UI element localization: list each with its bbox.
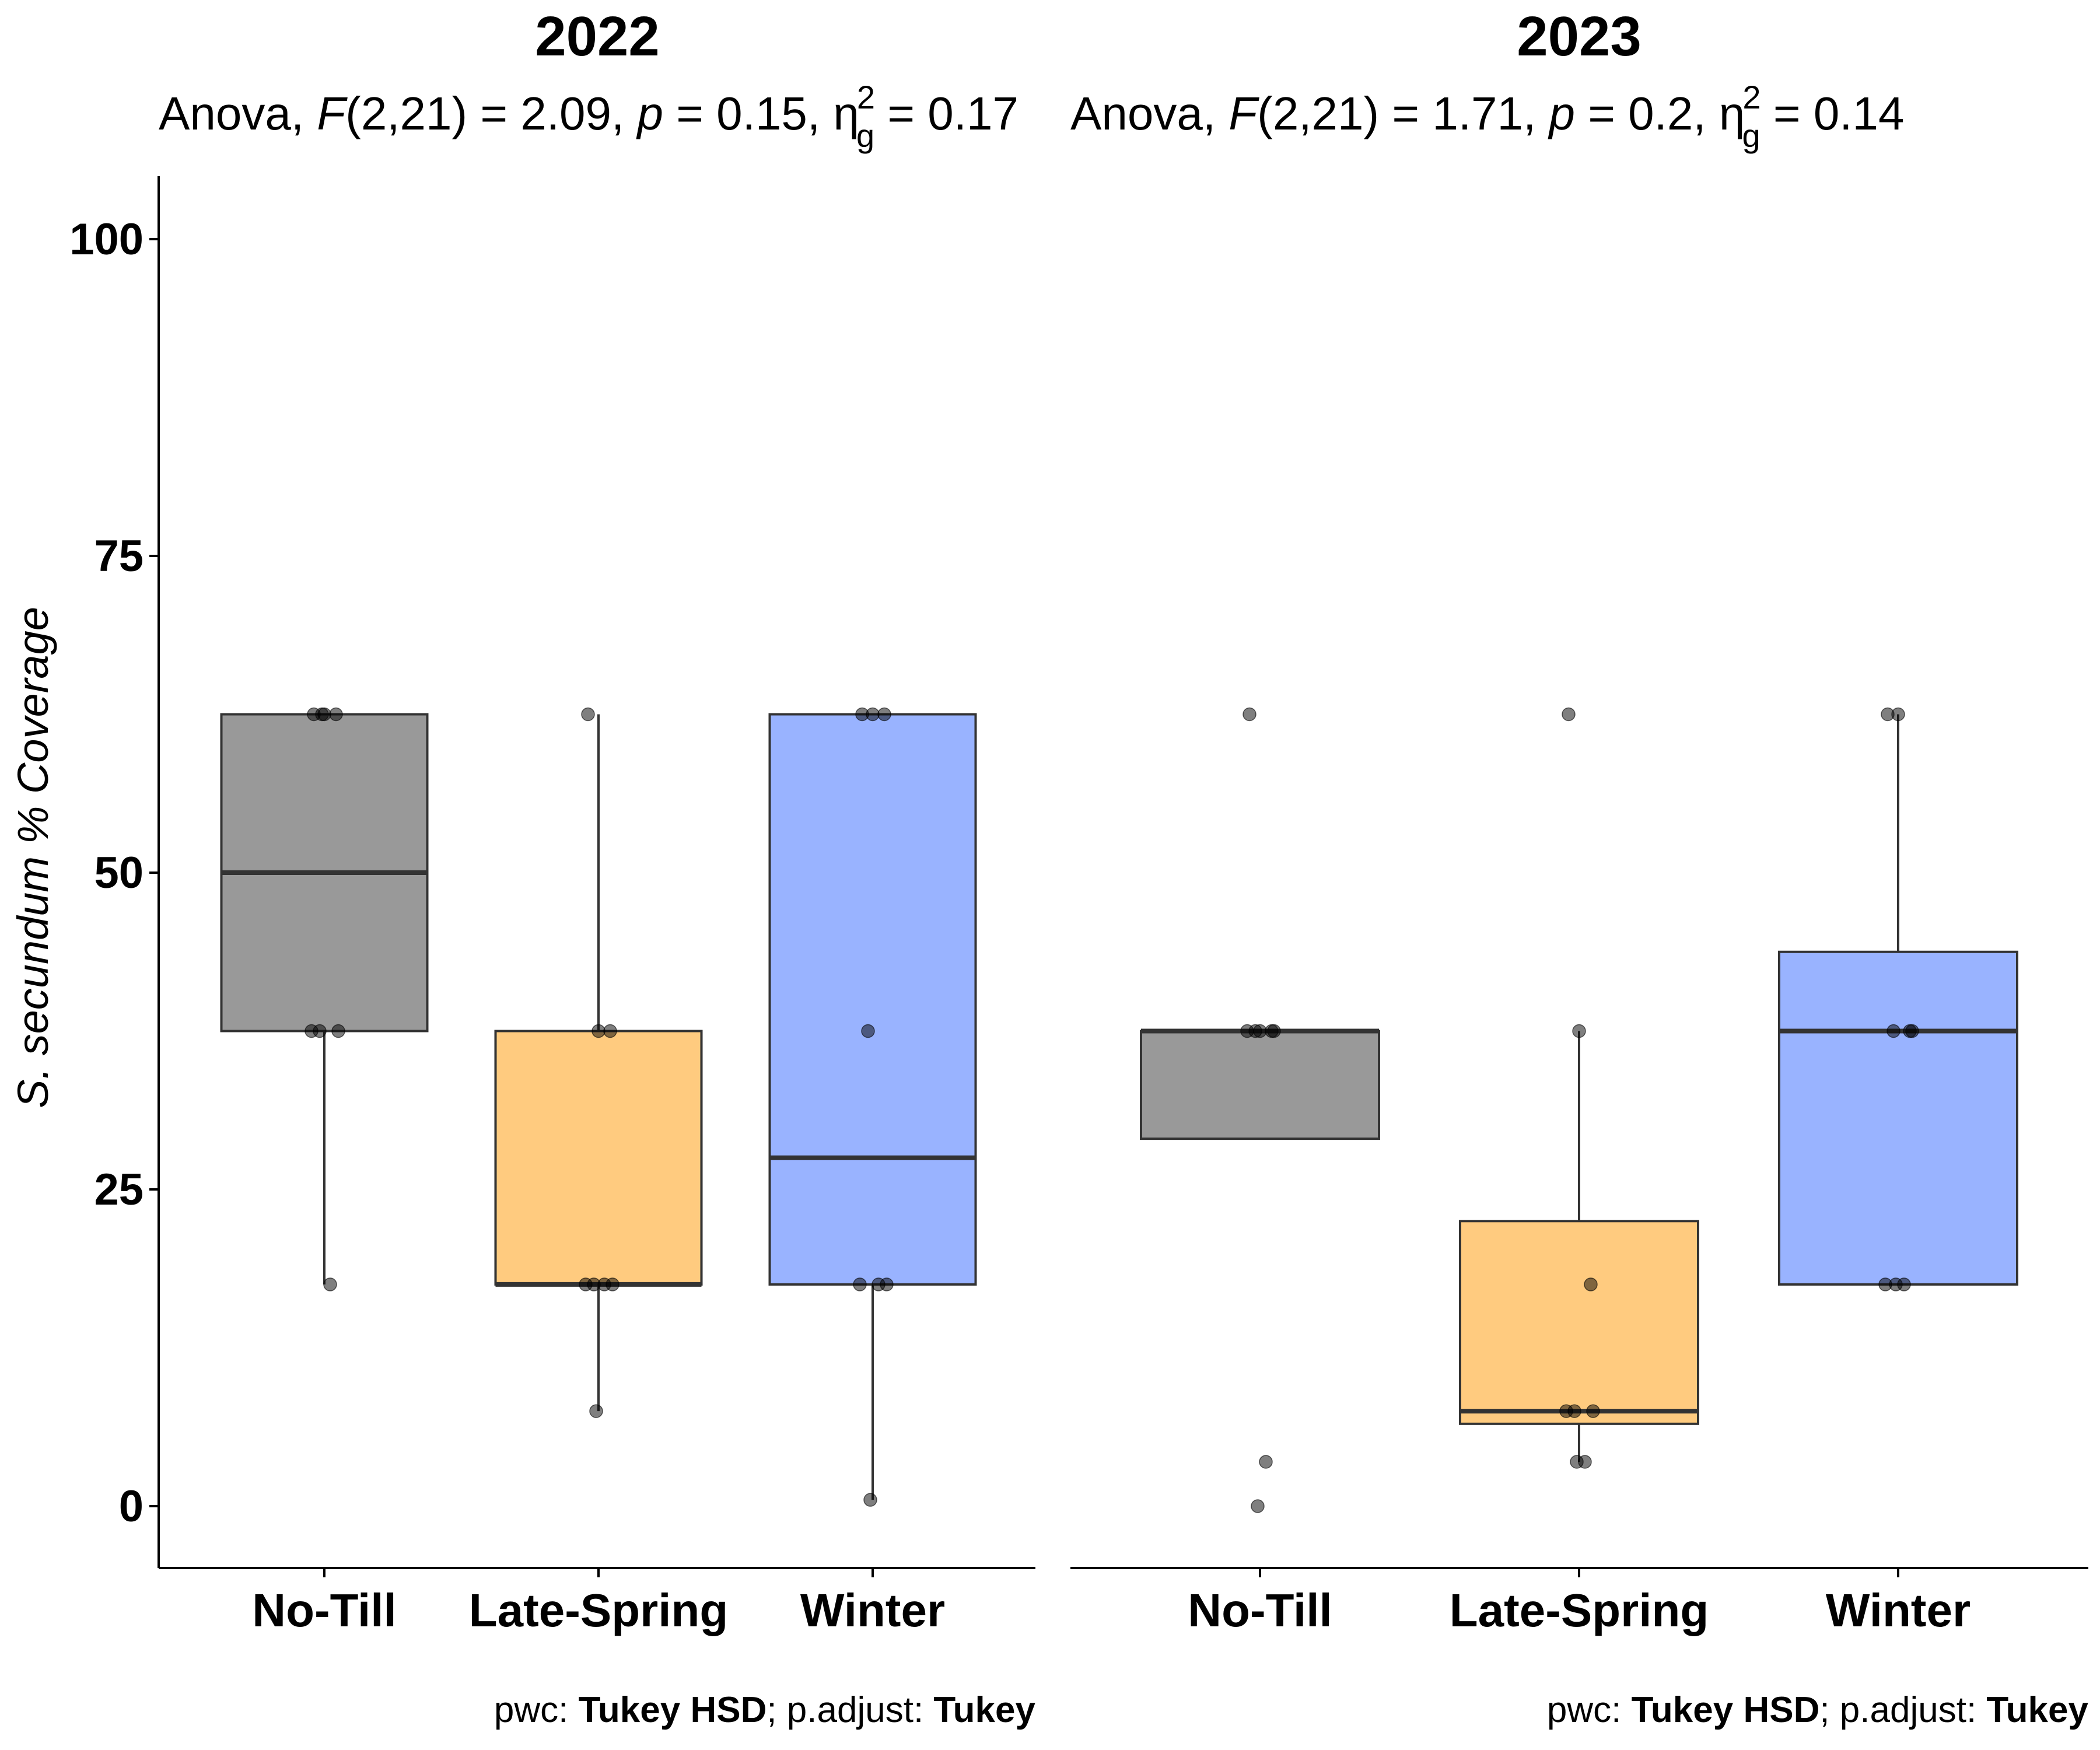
- y-tick-label: 100: [69, 215, 144, 264]
- data-point: [1267, 1024, 1281, 1038]
- box-Winter: [1778, 707, 2018, 1292]
- box-body: [1140, 1030, 1380, 1140]
- y-tick-label: 25: [94, 1165, 144, 1214]
- x-tick-label: No-Till: [1188, 1584, 1332, 1636]
- data-point: [323, 1278, 337, 1292]
- anova-subtitle: Anova, F(2,21) = 1.71, p = 0.2, η2 g = 0.…: [1070, 79, 1905, 154]
- box-body: [768, 713, 977, 1286]
- box-body: [1459, 1220, 1699, 1425]
- x-tick-label: Winter: [800, 1584, 945, 1636]
- data-point: [603, 1024, 617, 1038]
- box-body: [494, 1030, 703, 1286]
- box-body: [1778, 950, 2018, 1286]
- data-point: [1891, 707, 1905, 722]
- data-point: [592, 1024, 606, 1038]
- x-tick-label: Late-Spring: [469, 1584, 728, 1636]
- data-point: [1559, 1404, 1573, 1418]
- data-point: [304, 1024, 318, 1038]
- data-point: [1242, 707, 1256, 722]
- x-tick-label: Late-Spring: [1450, 1584, 1709, 1636]
- data-point: [863, 1493, 877, 1507]
- data-point: [1905, 1024, 1919, 1038]
- y-tick-label: 75: [94, 531, 144, 581]
- data-point: [1586, 1404, 1600, 1418]
- data-point: [1889, 1278, 1903, 1292]
- data-point: [1887, 1024, 1901, 1038]
- data-point: [597, 1278, 611, 1292]
- data-point: [861, 1024, 875, 1038]
- data-point: [315, 707, 329, 722]
- caption-pwc: pwc: Tukey HSD; p.adjust: Tukey: [494, 1690, 1036, 1730]
- x-tick-label: No-Till: [252, 1584, 396, 1636]
- data-point: [1572, 1024, 1586, 1038]
- data-point: [877, 707, 891, 722]
- box-No-Till: [1140, 707, 1380, 1513]
- data-point: [1240, 1024, 1254, 1038]
- data-point: [1562, 707, 1576, 722]
- panel-title: 2023: [1517, 5, 1642, 68]
- x-tick-label: Winter: [1826, 1584, 1971, 1636]
- box-No-Till: [220, 707, 429, 1292]
- data-point: [581, 707, 595, 722]
- y-axis-label: S. secundum % Coverage: [9, 607, 57, 1108]
- panel-title: 2022: [535, 5, 660, 68]
- anova-subtitle: Anova, F(2,21) = 2.09, p = 0.15, η2 g = 0…: [159, 79, 1019, 154]
- data-point: [1570, 1455, 1584, 1469]
- data-point: [872, 1278, 886, 1292]
- data-point: [1259, 1455, 1273, 1469]
- data-point: [331, 1024, 345, 1038]
- data-point: [853, 1278, 867, 1292]
- data-point: [866, 707, 880, 722]
- data-point: [1584, 1278, 1598, 1292]
- caption-pwc: pwc: Tukey HSD; p.adjust: Tukey: [1547, 1690, 2089, 1730]
- y-tick-label: 50: [94, 848, 144, 898]
- panel-2023: 2023 Anova, F(2,21) = 1.71, p = 0.2, η2 g …: [1070, 5, 2089, 1730]
- panel-2022: 2022 Anova, F(2,21) = 2.09, p = 0.15, η2 g…: [159, 5, 1036, 1730]
- box-Winter: [768, 707, 977, 1507]
- data-point: [589, 1404, 603, 1418]
- data-point: [1251, 1499, 1265, 1513]
- data-point: [329, 707, 343, 722]
- box-Late-Spring: [1459, 707, 1699, 1469]
- y-tick-label: 0: [119, 1482, 144, 1531]
- data-point: [579, 1278, 593, 1292]
- box-Late-Spring: [494, 707, 703, 1418]
